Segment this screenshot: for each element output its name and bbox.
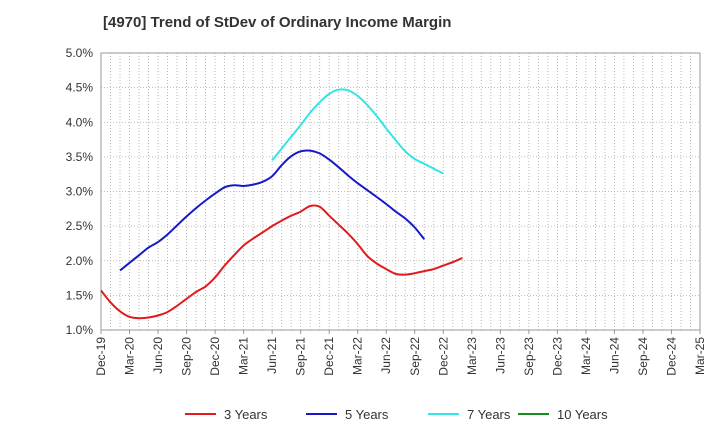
x-tick-label: Jun-21 bbox=[265, 337, 279, 374]
x-tick-label: Sep-22 bbox=[408, 337, 422, 376]
x-tick-label: Sep-21 bbox=[294, 337, 308, 376]
x-tick-label: Dec-24 bbox=[664, 337, 678, 376]
series-line-3-years bbox=[100, 204, 463, 320]
y-tick-label: 4.5% bbox=[66, 81, 94, 95]
x-tick-label: Jun-23 bbox=[493, 337, 507, 374]
legend-label-3-years: 3 Years bbox=[224, 407, 268, 422]
y-tick-label: 2.0% bbox=[66, 254, 94, 268]
y-axis: 1.0% 1.5% 2.0% 2.5% 3.0% 3.5% 4.0% 4.5% 5.0% bbox=[66, 46, 94, 337]
x-tick-label: Mar-20 bbox=[123, 337, 137, 375]
y-tick-label: 4.0% bbox=[66, 115, 94, 129]
legend-label-7-years: 7 Years bbox=[467, 407, 511, 422]
x-tick-label: Mar-23 bbox=[465, 337, 479, 375]
y-tick-label: 1.5% bbox=[66, 288, 94, 302]
x-tick-label: Sep-23 bbox=[522, 337, 536, 376]
y-tick-label: 1.0% bbox=[66, 323, 94, 337]
x-tick-label: Jun-20 bbox=[151, 337, 165, 374]
x-tick-label: Dec-20 bbox=[208, 337, 222, 376]
x-tick-label: Sep-20 bbox=[180, 337, 194, 376]
legend-label-10-years: 10 Years bbox=[557, 407, 608, 422]
x-tick-label: Mar-24 bbox=[579, 337, 593, 375]
x-tick-label: Jun-24 bbox=[607, 337, 621, 374]
plot-border bbox=[100, 52, 701, 331]
grid-layer bbox=[101, 53, 700, 330]
series-line-7-years bbox=[271, 88, 444, 175]
plot-area bbox=[101, 53, 700, 330]
x-tick-label: Mar-22 bbox=[351, 337, 365, 375]
legend: 3 Years 5 Years 7 Years 10 Years bbox=[185, 407, 608, 422]
x-tick-label: Dec-21 bbox=[322, 337, 336, 376]
x-tick-label: Mar-25 bbox=[693, 337, 707, 375]
y-tick-label: 3.5% bbox=[66, 150, 94, 164]
legend-label-5-years: 5 Years bbox=[345, 407, 389, 422]
series-line-5-years bbox=[119, 149, 426, 272]
series-layer bbox=[100, 88, 463, 320]
x-tick-label: Dec-19 bbox=[94, 337, 108, 376]
x-tick-label: Mar-21 bbox=[237, 337, 251, 375]
x-tick-label: Sep-24 bbox=[636, 337, 650, 376]
x-axis: Dec-19 Mar-20 Jun-20 Sep-20 Dec-20 Mar-21 Jun-… bbox=[94, 330, 707, 376]
x-tick-label: Jun-22 bbox=[379, 337, 393, 374]
chart-title: [4970] Trend of StDev of Ordinary Income… bbox=[103, 14, 452, 31]
y-tick-label: 5.0% bbox=[66, 46, 94, 60]
y-tick-label: 2.5% bbox=[66, 219, 94, 233]
x-tick-label: Dec-22 bbox=[436, 337, 450, 376]
y-tick-label: 3.0% bbox=[66, 185, 94, 199]
x-tick-label: Dec-23 bbox=[550, 337, 564, 376]
